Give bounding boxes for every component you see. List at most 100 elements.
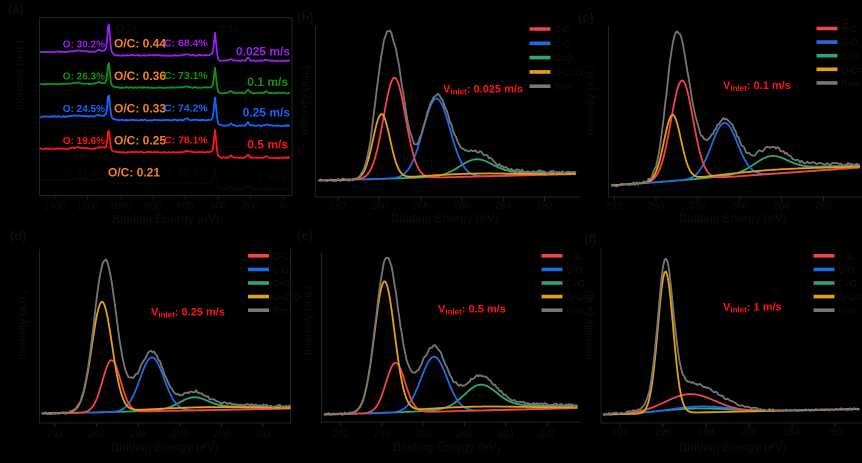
svg-text:(a): (a)	[8, 2, 24, 17]
svg-text:O-C=O: O-C=O	[554, 67, 583, 77]
svg-text:C: 74.2%: C: 74.2%	[164, 103, 208, 115]
svg-text:O/C: 0.44: O/C: 0.44	[114, 37, 166, 51]
svg-text:Vinlet: 0.025 m/s: Vinlet: 0.025 m/s	[443, 84, 523, 97]
svg-text:282: 282	[815, 201, 832, 212]
svg-text:(b): (b)	[297, 10, 314, 25]
svg-text:C-C: C-C	[838, 251, 854, 261]
svg-text:C 1s: C 1s	[218, 24, 239, 35]
svg-text:282: 282	[255, 429, 272, 440]
svg-text:292: 292	[612, 427, 629, 438]
svg-text:600: 600	[177, 201, 194, 212]
svg-text:284: 284	[497, 429, 514, 440]
svg-text:O-C=O: O-C=O	[566, 292, 595, 302]
svg-text:O 1s: O 1s	[116, 23, 137, 34]
svg-text:282: 282	[539, 429, 556, 440]
svg-text:(d): (d)	[10, 228, 27, 243]
svg-text:1400: 1400	[44, 201, 67, 212]
svg-text:286: 286	[171, 429, 188, 440]
svg-text:Intensity (a.u.): Intensity (a.u.)	[299, 65, 311, 135]
svg-text:0.25 m/s: 0.25 m/s	[243, 106, 291, 120]
svg-text:C-O: C-O	[838, 265, 855, 275]
svg-text:O/C: 0.25: O/C: 0.25	[114, 134, 166, 148]
svg-text:284: 284	[213, 429, 230, 440]
svg-text:292: 292	[606, 201, 623, 212]
svg-text:O-C=O: O-C=O	[273, 292, 302, 302]
svg-text:288: 288	[412, 201, 429, 212]
svg-text:288: 288	[698, 427, 715, 438]
svg-text:C: 78.1%: C: 78.1%	[164, 135, 208, 147]
svg-text:290: 290	[373, 429, 390, 440]
svg-text:290: 290	[648, 201, 665, 212]
svg-text:C-C: C-C	[566, 251, 582, 261]
svg-text:284: 284	[773, 201, 790, 212]
svg-text:Binding Energy (eV): Binding Energy (eV)	[679, 211, 786, 225]
svg-text:C=O: C=O	[566, 279, 585, 289]
svg-text:286: 286	[454, 201, 471, 212]
svg-text:C=O: C=O	[273, 279, 292, 289]
svg-text:286: 286	[741, 427, 758, 438]
svg-text:282: 282	[536, 201, 553, 212]
svg-text:C-C: C-C	[841, 24, 857, 34]
svg-text:Raw: Raw	[554, 82, 573, 92]
svg-text:292: 292	[330, 201, 347, 212]
svg-text:0.5 m/s: 0.5 m/s	[247, 138, 288, 152]
svg-text:1200: 1200	[76, 201, 99, 212]
svg-text:Intensity (a.u.): Intensity (a.u.)	[303, 285, 315, 355]
svg-text:400: 400	[210, 201, 227, 212]
svg-text:Raw: Raw	[566, 306, 585, 316]
svg-text:286: 286	[456, 429, 473, 440]
svg-text:282: 282	[827, 427, 844, 438]
svg-text:Vinlet: 0.1 m/s: Vinlet: 0.1 m/s	[723, 80, 791, 93]
svg-text:O-C=O: O-C=O	[841, 65, 862, 75]
svg-text:200: 200	[242, 201, 259, 212]
svg-text:1000: 1000	[109, 201, 132, 212]
svg-text:0.1 m/s: 0.1 m/s	[247, 75, 288, 89]
svg-text:C=O: C=O	[841, 51, 860, 61]
svg-text:284: 284	[495, 201, 512, 212]
svg-text:288: 288	[415, 429, 432, 440]
svg-text:Intensity (a.u.): Intensity (a.u.)	[585, 65, 597, 135]
svg-text:0.025 m/s: 0.025 m/s	[236, 45, 290, 59]
svg-text:C-O: C-O	[841, 38, 858, 48]
svg-text:C-O: C-O	[566, 265, 583, 275]
svg-text:O: 24.5%: O: 24.5%	[63, 104, 105, 115]
svg-text:O/C: 0.21: O/C: 0.21	[108, 166, 160, 180]
svg-text:0: 0	[280, 201, 286, 212]
svg-text:C-O: C-O	[273, 265, 290, 275]
svg-text:Raw: Raw	[838, 306, 857, 316]
svg-text:Binding Energy (eV): Binding Energy (eV)	[393, 440, 500, 454]
svg-text:Binding Energy (eV): Binding Energy (eV)	[391, 211, 498, 225]
svg-text:(c): (c)	[578, 10, 594, 25]
svg-text:O: 19.6%: O: 19.6%	[63, 136, 105, 147]
svg-text:1 m/s: 1 m/s	[256, 170, 287, 184]
svg-text:Intensity (a.u.): Intensity (a.u.)	[17, 290, 29, 360]
svg-text:C: 73.1%: C: 73.1%	[164, 70, 208, 82]
svg-text:O: 17.4%: O: 17.4%	[63, 168, 105, 179]
svg-text:290: 290	[655, 427, 672, 438]
svg-text:C-C: C-C	[554, 25, 570, 35]
svg-text:Vinlet: 0.25 m/s: Vinlet: 0.25 m/s	[151, 307, 225, 320]
svg-text:C=O: C=O	[554, 53, 573, 63]
svg-text:Intensity (a.u.): Intensity (a.u.)	[584, 290, 596, 360]
svg-text:292: 292	[332, 429, 349, 440]
svg-text:Binding Energy (eV): Binding Energy (eV)	[679, 440, 786, 454]
svg-text:Binding Energy (eV): Binding Energy (eV)	[111, 440, 218, 454]
svg-text:C=O: C=O	[838, 279, 857, 289]
svg-text:C-O: C-O	[554, 39, 571, 49]
svg-text:C-C: C-C	[273, 251, 289, 261]
svg-text:Raw: Raw	[841, 78, 860, 88]
svg-text:Binding Energy (eV): Binding Energy (eV)	[112, 212, 219, 226]
svg-text:286: 286	[731, 201, 748, 212]
svg-text:O/C: 0.33: O/C: 0.33	[114, 102, 166, 116]
svg-text:C: 80.5%: C: 80.5%	[164, 167, 208, 179]
svg-text:292: 292	[47, 429, 64, 440]
svg-text:Vinlet: 1 m/s: Vinlet: 1 m/s	[723, 302, 782, 315]
svg-text:284: 284	[784, 427, 801, 438]
svg-text:(f): (f)	[584, 231, 597, 246]
svg-text:O: 26.3%: O: 26.3%	[63, 72, 105, 83]
svg-text:288: 288	[130, 429, 147, 440]
svg-text:O/C: 0.36: O/C: 0.36	[114, 69, 166, 83]
svg-text:C: 68.4%: C: 68.4%	[164, 38, 208, 50]
svg-text:O-C=O: O-C=O	[838, 292, 862, 302]
svg-text:O: 30.2%: O: 30.2%	[63, 40, 105, 51]
